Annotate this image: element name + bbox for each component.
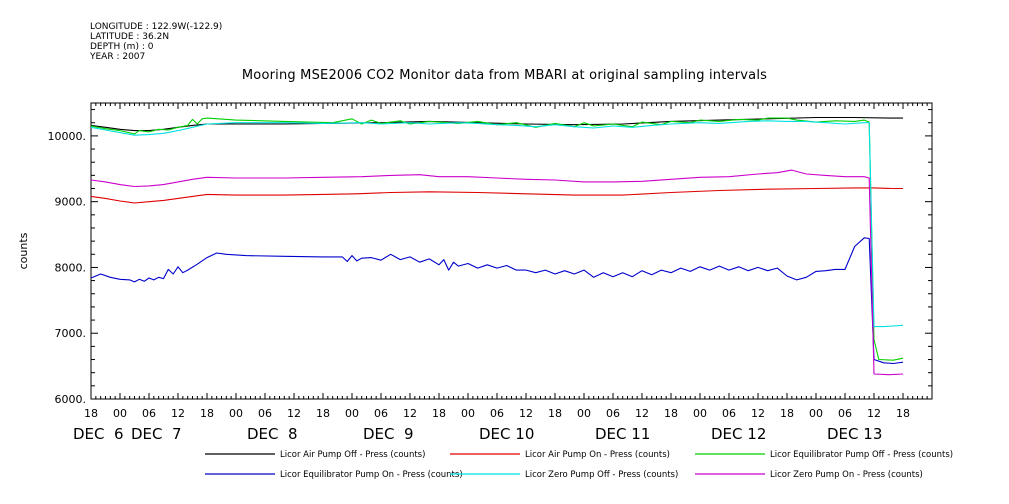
x-day-label: DEC 7 [131, 425, 182, 443]
y-tick-label: 8000. [55, 261, 87, 274]
x-day-label: DEC 13 [827, 425, 882, 443]
series-line-4 [90, 237, 904, 365]
legend-label: Licor Zero Pump Off - Press (counts) [525, 470, 678, 480]
series-line-3 [90, 117, 904, 361]
x-tick-label: 06 [490, 407, 504, 420]
chart-title: Mooring MSE2006 CO2 Monitor data from MB… [241, 68, 768, 83]
x-tick-label: 12 [403, 407, 417, 420]
x-tick-label: 12 [287, 407, 301, 420]
x-tick-label: 12 [519, 407, 533, 420]
legend-label: Licor Air Pump On - Press (counts) [525, 450, 670, 460]
x-tick-label: 00 [809, 407, 823, 420]
x-tick-label: 00 [229, 407, 243, 420]
x-tick-label: 12 [867, 407, 881, 420]
x-day-label: DEC 6 [73, 425, 124, 443]
x-tick-label: 06 [838, 407, 852, 420]
series-line-1 [90, 116, 903, 132]
x-tick-label: 18 [896, 407, 910, 420]
x-tick-label: 18 [84, 407, 98, 420]
series-line-5 [90, 120, 904, 328]
x-tick-label: 18 [200, 407, 214, 420]
y-tick-label: 10000. [48, 130, 87, 143]
x-tick-label: 06 [374, 407, 388, 420]
x-tick-label: 00 [461, 407, 475, 420]
x-tick-label: 18 [664, 407, 678, 420]
x-tick-label: 00 [577, 407, 591, 420]
legend-label: Licor Air Pump Off - Press (counts) [280, 450, 425, 460]
x-day-label: DEC 9 [363, 425, 414, 443]
legend-label: Licor Equilibrator Pump On - Press (coun… [280, 470, 463, 480]
x-tick-label: 00 [693, 407, 707, 420]
x-tick-label: 00 [345, 407, 359, 420]
metadata-block: LONGITUDE : 122.9W(-122.9) LATITUDE : 36… [90, 22, 222, 62]
x-day-label: DEC 8 [247, 425, 298, 443]
longitude-text: LONGITUDE : 122.9W(-122.9) [90, 22, 223, 32]
x-tick-label: 06 [606, 407, 620, 420]
y-tick-label: 9000. [55, 196, 87, 209]
x-tick-label: 18 [316, 407, 330, 420]
x-day-label: DEC 11 [595, 425, 650, 443]
x-tick-label: 06 [142, 407, 156, 420]
x-tick-label: 12 [751, 407, 765, 420]
series-line-2 [90, 187, 903, 204]
legend-label: Licor Zero Pump On - Press (counts) [770, 470, 923, 480]
x-tick-label: 18 [432, 407, 446, 420]
x-tick-label: 06 [258, 407, 272, 420]
x-day-label: DEC 12 [711, 425, 766, 443]
y-tick-label: 6000. [55, 393, 87, 406]
x-tick-label: 18 [548, 407, 562, 420]
x-tick-label: 18 [780, 407, 794, 420]
series-line-6 [90, 169, 904, 376]
x-tick-label: 00 [113, 407, 127, 420]
x-tick-label: 12 [171, 407, 185, 420]
depth-text: DEPTH (m) : 0 [90, 42, 154, 52]
x-tick-label: 06 [722, 407, 736, 420]
latitude-text: LATITUDE : 36.2N [90, 32, 170, 42]
x-tick-label: 12 [635, 407, 649, 420]
y-axis-label: counts [17, 232, 30, 269]
legend-label: Licor Equilibrator Pump Off - Press (cou… [770, 450, 953, 460]
plot-frame [90, 102, 933, 400]
x-day-label: DEC 10 [479, 425, 534, 443]
y-tick-label: 7000. [55, 327, 87, 340]
year-text: YEAR : 2007 [90, 52, 146, 62]
